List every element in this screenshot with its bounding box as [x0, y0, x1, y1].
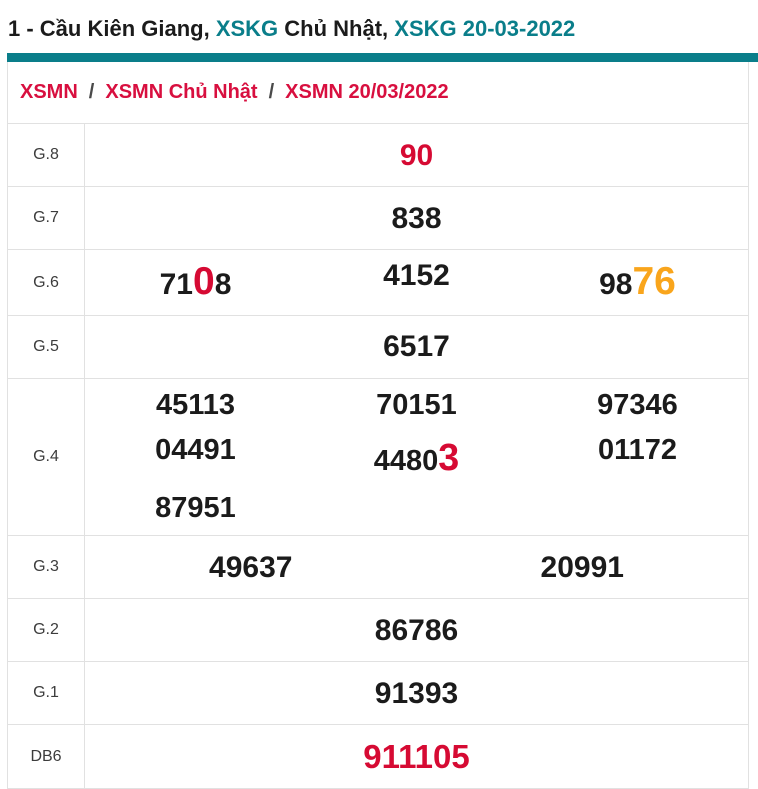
- prize-values: 45113 70151 97346 04491 44803 01172 87951: [85, 379, 748, 535]
- prize-label: G.1: [8, 662, 85, 725]
- breadcrumb-link[interactable]: XSMN 20/03/2022: [285, 81, 449, 104]
- prize-values: 838: [85, 187, 748, 249]
- prize-label: G.7: [8, 187, 85, 250]
- prize-number: 86786: [85, 609, 748, 653]
- prize-number: 04491: [85, 428, 306, 486]
- results-panel: XSMN / XSMN Chủ Nhật / XSMN 20/03/2022 G.8 90…: [7, 62, 749, 789]
- prize-number: 911105: [85, 733, 748, 781]
- prize-number: 6517: [85, 325, 748, 369]
- page-title: 1 - Cầu Kiên Giang, XSKG Chủ Nhật, XSKG …: [0, 0, 758, 53]
- prize-label: DB6: [8, 725, 85, 789]
- title-link[interactable]: XSKG: [215, 16, 279, 41]
- digits: 4480: [373, 444, 439, 477]
- digits: 04491: [155, 433, 236, 466]
- digits: 97346: [597, 388, 678, 421]
- digits: 49637: [209, 550, 293, 584]
- prize-number: 97346: [527, 383, 748, 428]
- digits: 20991: [540, 550, 624, 584]
- breadcrumb-link[interactable]: XSMN Chủ Nhật: [105, 81, 258, 104]
- prize-number: 49637: [85, 546, 417, 590]
- prize-number: 90: [85, 134, 748, 178]
- title-text: Chủ Nhật,: [278, 16, 395, 41]
- prize-number: 45113: [85, 383, 306, 428]
- table-row-g5: G.5 6517: [8, 315, 748, 379]
- highlighted-digits: 911105: [363, 737, 470, 775]
- digits: 45113: [155, 388, 236, 421]
- digits: 01172: [597, 433, 678, 466]
- prize-values: 90: [85, 124, 748, 186]
- results-table: G.8 90 G.7 838 G.6 7108 4152 9876 G.5 6517 G.4 4511…: [8, 124, 748, 789]
- highlighted-digits: 76: [632, 260, 676, 304]
- digits: 8: [214, 268, 232, 302]
- prize-number: 01172: [527, 428, 748, 486]
- digits: 6517: [383, 330, 450, 364]
- prize-number: 7108: [85, 254, 306, 311]
- digits: 87951: [155, 492, 236, 525]
- prize-number: 20991: [417, 546, 749, 590]
- prize-values: 7108 4152 9876: [85, 250, 748, 315]
- prize-label: G.3: [8, 536, 85, 599]
- highlighted-digits: 3: [438, 435, 460, 478]
- table-row-db6: DB6 911105: [8, 725, 748, 789]
- breadcrumb-link[interactable]: XSMN: [20, 81, 78, 104]
- prize-label: G.4: [8, 378, 85, 536]
- digits: 4152: [383, 259, 450, 293]
- digits: 86786: [374, 613, 459, 647]
- table-row-g3: G.3 49637 20991: [8, 536, 748, 600]
- prize-label: G.8: [8, 124, 85, 187]
- breadcrumb-separator: /: [268, 81, 275, 104]
- prize-label: G.2: [8, 599, 85, 662]
- prize-number: [527, 486, 748, 531]
- prize-values: 49637 20991: [85, 536, 748, 598]
- prize-number: 4152: [306, 254, 527, 311]
- table-row-g7: G.7 838: [8, 187, 748, 251]
- prize-number: 44803: [306, 428, 527, 486]
- digits: 71: [159, 268, 193, 302]
- prize-label: G.6: [8, 250, 85, 315]
- prize-values: 911105: [85, 725, 748, 788]
- prize-values: 91393: [85, 662, 748, 724]
- breadcrumb-separator: /: [88, 81, 95, 104]
- title-text: 1 - Cầu Kiên Giang,: [8, 16, 216, 41]
- digits: 838: [391, 201, 442, 235]
- title-link[interactable]: XSKG 20-03-2022: [394, 16, 576, 41]
- highlighted-digits: 90: [399, 138, 434, 172]
- prize-values: 6517: [85, 316, 748, 378]
- breadcrumb: XSMN / XSMN Chủ Nhật / XSMN 20/03/2022: [8, 62, 748, 125]
- prize-label: G.5: [8, 315, 85, 378]
- digits: 70151: [376, 388, 457, 421]
- table-row-g1: G.1 91393: [8, 662, 748, 726]
- table-row-g6: G.6 7108 4152 9876: [8, 250, 748, 316]
- table-row-g8: G.8 90: [8, 124, 748, 188]
- prize-number: 87951: [85, 486, 306, 531]
- highlighted-digits: 0: [192, 260, 215, 304]
- prize-number: 91393: [85, 672, 748, 716]
- prize-number: 838: [85, 197, 748, 241]
- accent-bar: [7, 53, 758, 63]
- prize-number: 70151: [306, 383, 527, 428]
- prize-values: 86786: [85, 599, 748, 661]
- prize-number: 9876: [527, 254, 748, 311]
- digits: 91393: [374, 676, 459, 710]
- table-row-g2: G.2 86786: [8, 599, 748, 663]
- digits: 98: [599, 268, 633, 302]
- prize-number: [306, 486, 527, 531]
- table-row-g4: G.4 45113 70151 97346 04491 44803 01172 87951: [8, 378, 748, 537]
